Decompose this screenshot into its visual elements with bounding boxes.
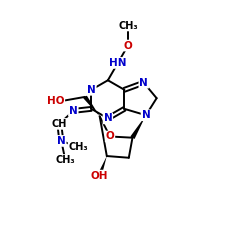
Text: CH₃: CH₃ xyxy=(56,155,75,165)
Text: N: N xyxy=(139,78,148,88)
Text: N: N xyxy=(104,114,112,124)
Text: O: O xyxy=(106,132,114,141)
Text: CH: CH xyxy=(52,119,67,129)
Text: N: N xyxy=(69,106,78,116)
Text: CH₃: CH₃ xyxy=(68,142,88,152)
Text: HN: HN xyxy=(109,58,127,68)
Polygon shape xyxy=(98,156,107,176)
Text: N: N xyxy=(87,85,96,95)
Text: N: N xyxy=(142,110,150,120)
Polygon shape xyxy=(83,96,100,116)
Text: CH₃: CH₃ xyxy=(118,20,138,30)
Text: O: O xyxy=(124,40,132,50)
Text: N: N xyxy=(57,136,66,146)
Text: OH: OH xyxy=(91,170,108,180)
Text: HO: HO xyxy=(47,96,64,106)
Polygon shape xyxy=(130,115,146,139)
